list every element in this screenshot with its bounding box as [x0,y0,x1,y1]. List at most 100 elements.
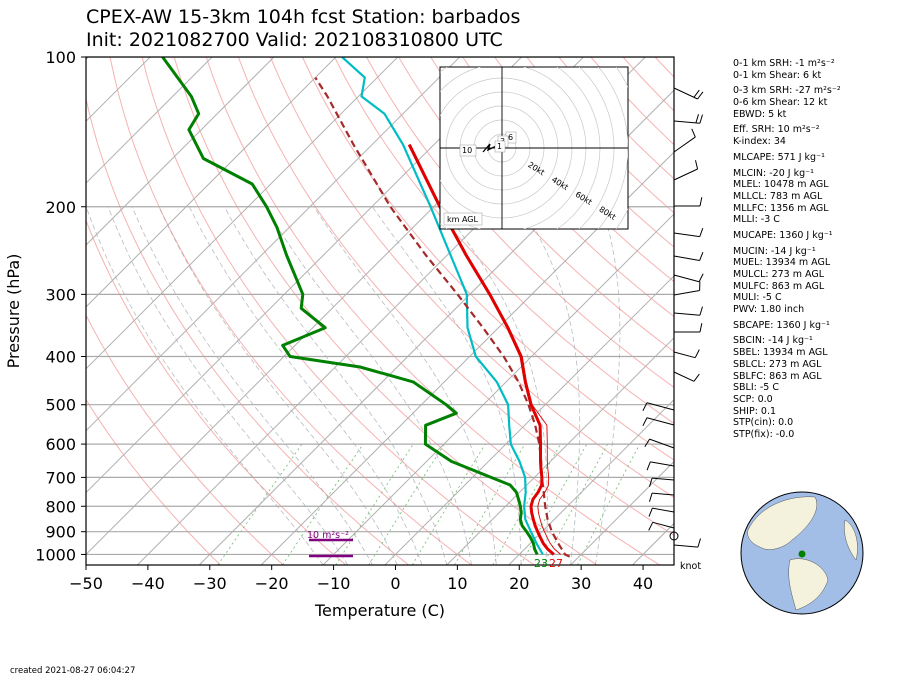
y-tick-label: 600 [45,435,76,454]
wind-barb-shaft [673,371,695,382]
wind-barb-shaft [646,402,675,411]
isotherm [446,337,674,565]
isotherm [86,57,275,246]
index-line: SBEL: 13934 m AGL [733,347,828,359]
wind-barb-flag [699,306,703,316]
moist-adiabat [264,206,472,565]
mixing-ratio-line [217,443,303,565]
y-tick-label: 400 [45,348,76,367]
index-line: MLEL: 10478 m AGL [733,179,829,191]
index-line: STP(fix): -0.0 [733,428,795,440]
parcel-line [314,77,571,558]
moist-adiabat [158,206,398,565]
isotherm [570,460,674,565]
wind-barb-shaft [652,492,675,496]
wind-barb-shaft [652,521,675,529]
hodo-units-box [443,212,483,226]
dry-adiabat [86,96,410,565]
moist-adiabat [521,206,581,565]
dry-adiabat [86,219,347,565]
isotherm [86,57,399,370]
dry-adiabat [430,57,674,318]
index-line: MUCAPE: 1360 J kg⁻¹ [733,229,833,241]
moist-adiabat [371,206,522,565]
wind-barb-flag [698,273,704,282]
wind-barb-shaft [673,274,700,283]
moist-adiabat [441,206,548,565]
wind-barb-flag [695,160,699,170]
globe-north-america [747,496,817,550]
index-line: MULFC: 863 m AGL [733,280,825,292]
index-line: MLLFC: 1356 m AGL [733,202,829,214]
index-line: SBLI: -5 C [733,382,779,394]
wind-barb-shaft [652,507,675,513]
wind-barb-flag [699,197,703,207]
hodo-height-label: 1 [497,142,502,151]
mixing-ratio-line [411,443,486,565]
x-tick-label: −50 [69,574,103,593]
isotherm [86,57,337,308]
wind-barb-shaft [650,461,675,467]
wind-barb-shaft [646,417,675,426]
wind-barb-shaft [673,120,700,124]
wind-barb-flag [642,402,648,412]
wind-barb-flag [695,114,699,124]
srh-bar-label: 10 m²s⁻² [307,530,349,541]
footer-created: created 2021-08-27 06:04:27 [10,666,135,675]
wind-barb-flag [642,417,648,427]
index-line: 0-3 km SRH: -27 m²s⁻² [733,85,841,97]
wind-barb-flag [697,91,704,100]
dry-adiabat [366,57,674,388]
wind-barb-flag [649,477,653,487]
index-line: SBCAPE: 1360 J kg⁻¹ [733,319,830,331]
dry-adiabat [269,57,674,499]
index-line: SBCIN: -14 J kg⁻¹ [733,335,813,347]
profiles [161,57,571,558]
wind-barbs [642,87,704,548]
index-line: MLLCL: 783 m AGL [733,190,823,202]
wind-barb-flag [694,349,700,358]
x-tick-label: 10 [447,574,467,593]
isotherm [260,151,674,565]
y-tick-label: 300 [45,285,76,304]
isotherm [322,213,674,565]
index-line: 0-1 km SRH: -1 m²s⁻² [733,58,835,69]
globe-africa [844,519,858,561]
wind-barb-flag [693,373,700,382]
hodo-height-label: 10 [462,146,472,155]
index-line: 0-6 km Shear: 12 kt [733,97,828,109]
x-tick-label: 30 [571,574,591,593]
isotherm [86,57,461,432]
x-axis-label: Temperature (C) [314,601,445,620]
hodo-label-box [459,144,477,157]
wind-barb-flag [644,438,650,448]
dry-adiabat [86,398,221,565]
index-line: MUCIN: -14 J kg⁻¹ [733,245,816,257]
wind-barb-flag [693,89,700,98]
x-tick-label: −10 [317,574,351,593]
wind-barb-flag [699,114,703,124]
y-tick-label: 1000 [35,545,76,564]
calm-wind-circle [669,531,679,541]
surface-dewpoint-label: 23 [534,557,548,570]
wind-barb-shaft [649,438,675,449]
mixing-ratio-line [335,443,414,565]
surface-temperature-label: 27 [549,557,563,570]
wind-barb-flag [648,522,654,531]
plot-frame [85,56,675,566]
x-tick-label: 40 [633,574,653,593]
moist-adiabat [189,206,423,565]
index-line: MULCL: 273 m AGL [733,269,825,280]
isotherm [86,57,522,494]
index-line: MLCIN: -20 J kg⁻¹ [733,167,814,179]
wind-barb-flag [699,323,703,333]
index-line: K-index: 34 [733,136,786,148]
wind-barb-flag [691,128,696,138]
wind-barb-flag [649,492,653,502]
wind-barb-shaft [673,255,700,262]
y-tick-label: 900 [45,523,76,542]
wind-barb-flag [646,461,651,471]
moist-adiabat [86,206,324,565]
wind-barb-shaft [673,232,700,238]
